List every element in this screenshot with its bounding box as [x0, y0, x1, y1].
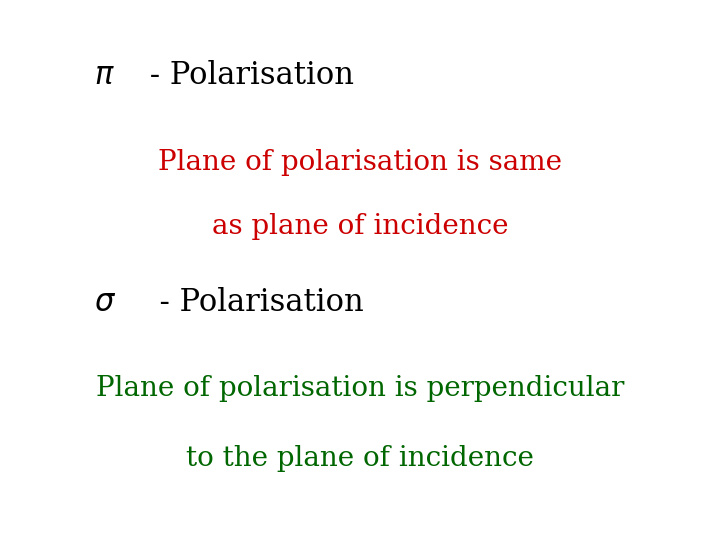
Text: Plane of polarisation is perpendicular: Plane of polarisation is perpendicular: [96, 375, 624, 402]
Text: to the plane of incidence: to the plane of incidence: [186, 446, 534, 472]
Text: - Polarisation: - Polarisation: [140, 287, 364, 318]
Text: as plane of incidence: as plane of incidence: [212, 213, 508, 240]
Text: $\pi$: $\pi$: [94, 60, 114, 91]
Text: $\sigma$: $\sigma$: [94, 287, 116, 318]
Text: - Polarisation: - Polarisation: [140, 60, 354, 91]
Text: Plane of polarisation is same: Plane of polarisation is same: [158, 148, 562, 176]
